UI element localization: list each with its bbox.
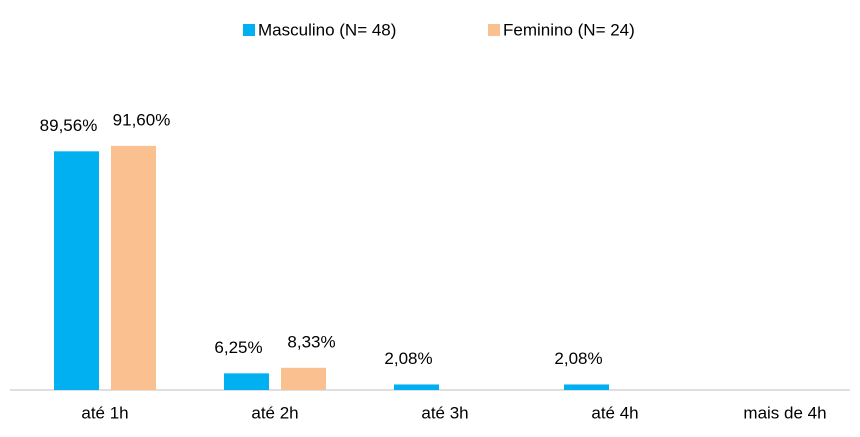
- legend-label: Feminino (N= 24): [503, 20, 635, 39]
- x-tick-label: até 4h: [591, 403, 638, 422]
- value-label: 6,25%: [214, 338, 262, 357]
- x-tick-label: até 1h: [81, 403, 128, 422]
- bar: [54, 151, 99, 390]
- value-label: 91,60%: [113, 110, 171, 129]
- legend-swatch: [488, 24, 500, 36]
- value-label: 2,08%: [554, 349, 602, 368]
- x-tick-label: até 3h: [421, 403, 468, 422]
- bar: [394, 384, 439, 390]
- bar: [224, 373, 269, 390]
- value-label: 8,33%: [287, 332, 335, 351]
- legend-swatch: [243, 24, 255, 36]
- value-label: 89,56%: [40, 116, 98, 135]
- bar: [111, 145, 156, 390]
- x-tick-label: mais de 4h: [743, 403, 826, 422]
- x-tick-label: até 2h: [251, 403, 298, 422]
- bar: [564, 384, 609, 390]
- value-label: 2,08%: [384, 349, 432, 368]
- bar: [281, 367, 326, 390]
- legend-label: Masculino (N= 48): [258, 20, 396, 39]
